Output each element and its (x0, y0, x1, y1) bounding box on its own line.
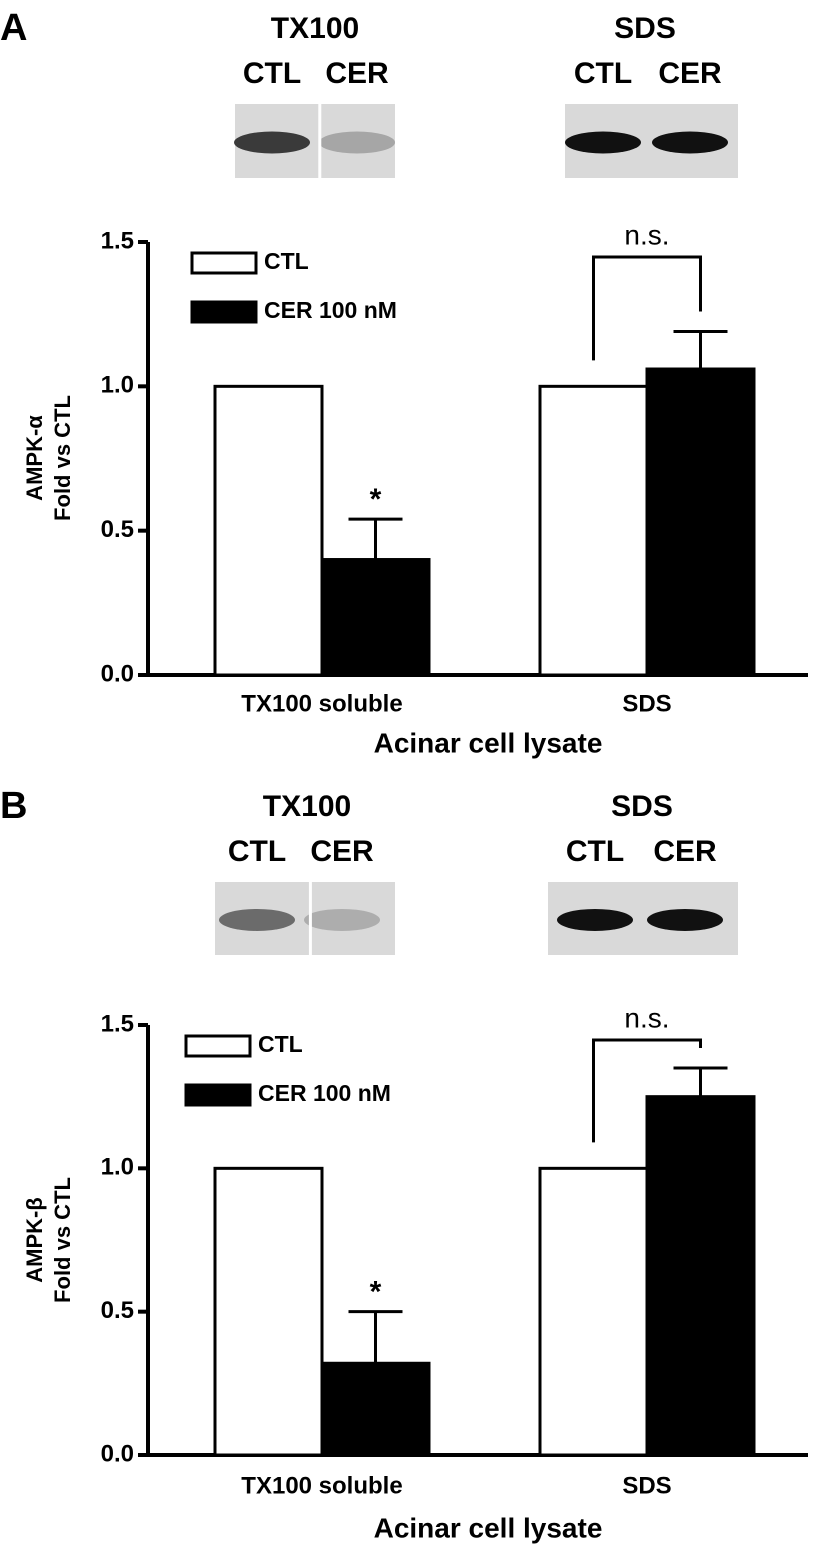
blot-band (557, 908, 633, 931)
blot-title: TX100 (263, 790, 351, 823)
y-tick-label: 0.0 (101, 660, 134, 687)
blot-band (219, 908, 295, 931)
bar (320, 558, 431, 677)
legend-swatch (190, 300, 258, 324)
bar (538, 384, 649, 677)
bar (538, 1166, 649, 1457)
x-tick-label: TX100 soluble (241, 690, 402, 717)
legend-label: CER 100 nM (258, 1080, 391, 1106)
lane-label: CER (325, 57, 389, 90)
lane-label: CTL (566, 835, 624, 868)
y-axis-label-line: AMPK-α (22, 415, 47, 501)
x-tick-label: TX100 soluble (241, 1472, 402, 1499)
significance-star: * (370, 1276, 382, 1309)
blot-title: SDS (611, 790, 673, 823)
significance-star: * (370, 483, 382, 516)
lane-label: CER (653, 835, 717, 868)
legend-swatch (184, 1034, 252, 1058)
panel-label: A (0, 7, 27, 49)
legend-label: CTL (264, 248, 309, 274)
blot-band (647, 908, 723, 931)
legend-swatch (190, 251, 258, 275)
blot-title: SDS (614, 12, 676, 45)
x-axis-label: Acinar cell lysate (374, 727, 603, 758)
y-axis-label: AMPK-β Fold vs CTL (22, 1177, 75, 1303)
blot-band (319, 131, 395, 154)
blot-title: TX100 (271, 12, 359, 45)
error-bar (673, 329, 728, 370)
error-bar (348, 517, 403, 560)
error-bar (673, 1066, 728, 1097)
blot-band (234, 131, 310, 154)
bar (645, 1095, 756, 1457)
legend-label: CTL (258, 1031, 303, 1057)
y-axis-label-line: Fold vs CTL (50, 1177, 75, 1303)
blot-band (565, 131, 641, 154)
blot-band (304, 908, 380, 931)
lane-label: CTL (243, 57, 301, 90)
lane-label: CER (310, 835, 374, 868)
blot-band (652, 131, 728, 154)
y-tick-label: 1.0 (101, 1154, 134, 1181)
significance-label: n.s. (624, 219, 669, 250)
y-axis-label-line: AMPK-β (22, 1197, 47, 1283)
y-tick-label: 1.5 (101, 227, 134, 254)
significance-bracket (592, 255, 702, 361)
panel-label: B (0, 785, 27, 827)
x-tick-label: SDS (622, 1472, 671, 1499)
x-axis-label: Acinar cell lysate (374, 1512, 603, 1543)
lane-label: CTL (228, 835, 286, 868)
y-axis-label-line: Fold vs CTL (50, 395, 75, 521)
bar (213, 384, 324, 677)
y-tick-label: 0.5 (101, 516, 134, 543)
lane-label: CTL (574, 57, 632, 90)
significance-bracket (592, 1038, 702, 1143)
y-axis-label: AMPK-α Fold vs CTL (22, 395, 75, 521)
y-tick-label: 1.5 (101, 1010, 134, 1037)
legend-label: CER 100 nM (264, 297, 397, 323)
bar (645, 367, 756, 677)
y-tick-label: 0.0 (101, 1440, 134, 1467)
x-tick-label: SDS (622, 690, 671, 717)
lane-label: CER (658, 57, 722, 90)
y-tick-label: 1.0 (101, 372, 134, 399)
bar (213, 1166, 324, 1457)
significance-label: n.s. (624, 1002, 669, 1033)
y-tick-label: 0.5 (101, 1297, 134, 1324)
error-bar (348, 1310, 403, 1364)
legend-swatch (184, 1083, 252, 1107)
bar (320, 1361, 431, 1457)
